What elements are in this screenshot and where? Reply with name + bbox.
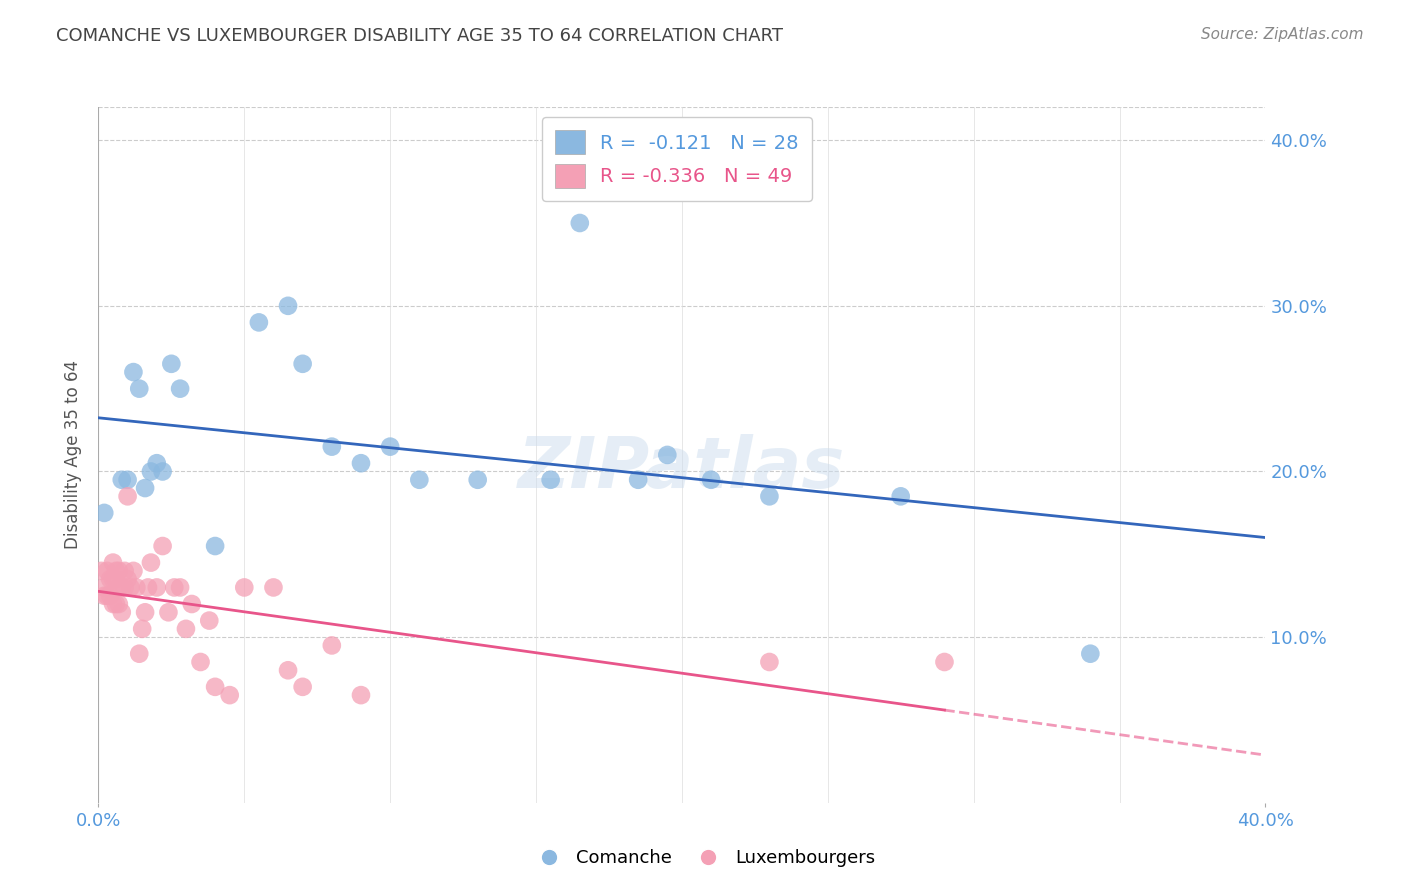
Point — [657, 448, 679, 462]
Point — [122, 564, 145, 578]
Point — [139, 556, 162, 570]
Point — [163, 581, 186, 595]
Point — [198, 614, 221, 628]
Point — [146, 581, 169, 595]
Y-axis label: Disability Age 35 to 64: Disability Age 35 to 64 — [65, 360, 83, 549]
Point — [321, 440, 343, 454]
Point — [890, 489, 912, 503]
Point — [350, 688, 373, 702]
Point — [139, 465, 162, 479]
Point — [180, 597, 202, 611]
Point — [378, 440, 402, 454]
Point — [277, 299, 299, 313]
Point — [262, 581, 284, 595]
Point — [93, 581, 115, 595]
Point — [101, 572, 124, 586]
Point — [117, 489, 139, 503]
Point — [96, 589, 118, 603]
Point — [540, 473, 562, 487]
Point — [233, 581, 256, 595]
Point — [146, 456, 169, 470]
Point — [134, 605, 156, 619]
Point — [108, 581, 131, 595]
Point — [291, 680, 314, 694]
Point — [117, 473, 139, 487]
Point — [104, 564, 127, 578]
Point — [111, 605, 134, 619]
Point — [758, 489, 780, 503]
Point — [152, 539, 174, 553]
Point — [117, 572, 139, 586]
Point — [104, 572, 127, 586]
Point — [1080, 647, 1102, 661]
Point — [627, 473, 650, 487]
Point — [204, 680, 226, 694]
Point — [128, 647, 150, 661]
Point — [93, 589, 115, 603]
Point — [131, 622, 153, 636]
Point — [104, 597, 127, 611]
Point — [169, 382, 191, 396]
Point — [160, 357, 183, 371]
Text: COMANCHE VS LUXEMBOURGER DISABILITY AGE 35 TO 64 CORRELATION CHART: COMANCHE VS LUXEMBOURGER DISABILITY AGE … — [56, 27, 783, 45]
Point — [190, 655, 212, 669]
Point — [120, 581, 142, 595]
Text: Source: ZipAtlas.com: Source: ZipAtlas.com — [1201, 27, 1364, 42]
Point — [277, 663, 299, 677]
Point — [101, 597, 124, 611]
Point — [111, 581, 134, 595]
Legend: Comanche, Luxembourgers: Comanche, Luxembourgers — [523, 842, 883, 874]
Legend: R =  -0.121   N = 28, R = -0.336   N = 49: R = -0.121 N = 28, R = -0.336 N = 49 — [541, 117, 813, 202]
Point — [174, 622, 197, 636]
Point — [934, 655, 956, 669]
Point — [111, 473, 134, 487]
Point — [568, 216, 591, 230]
Point — [93, 506, 115, 520]
Point — [114, 581, 136, 595]
Point — [152, 465, 174, 479]
Point — [467, 473, 489, 487]
Point — [758, 655, 780, 669]
Point — [218, 688, 240, 702]
Point — [108, 597, 131, 611]
Point — [125, 581, 148, 595]
Point — [321, 639, 343, 653]
Point — [291, 357, 314, 371]
Point — [128, 382, 150, 396]
Point — [408, 473, 430, 487]
Point — [90, 564, 112, 578]
Point — [136, 581, 159, 595]
Point — [98, 589, 121, 603]
Point — [108, 564, 131, 578]
Point — [700, 473, 723, 487]
Point — [157, 605, 180, 619]
Point — [204, 539, 226, 553]
Point — [169, 581, 191, 595]
Point — [350, 456, 373, 470]
Point — [134, 481, 156, 495]
Text: ZIPatlas: ZIPatlas — [519, 434, 845, 503]
Point — [247, 315, 270, 329]
Point — [98, 572, 121, 586]
Point — [114, 564, 136, 578]
Point — [96, 564, 118, 578]
Point — [122, 365, 145, 379]
Point — [101, 556, 124, 570]
